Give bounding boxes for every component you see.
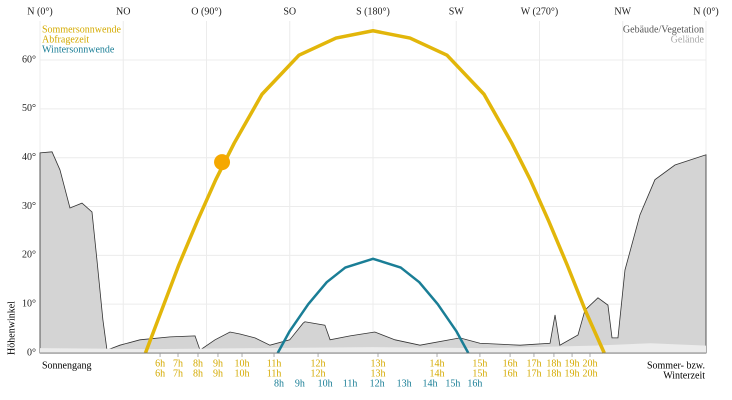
sun-path xyxy=(276,257,470,354)
hour-label: 20h xyxy=(583,368,598,379)
sun-position xyxy=(214,154,231,171)
y-tick-label: 30° xyxy=(22,201,36,212)
hour-label: 12h xyxy=(311,358,326,369)
x-tick-label: O (90°) xyxy=(191,6,221,17)
hour-label: 16h xyxy=(467,378,482,389)
hour-label: 11h xyxy=(343,378,358,389)
legend-entry: Gebäude/Vegetation xyxy=(623,24,704,35)
legend-entry: Sommersonnwende xyxy=(42,24,121,35)
hour-label: 17h xyxy=(526,358,541,369)
hour-label: 14h xyxy=(422,378,437,389)
hour-label: 8h xyxy=(193,368,203,379)
legend-entry: Abfragezeit xyxy=(42,34,89,45)
x-tick-label: W (270°) xyxy=(521,6,558,17)
hour-label: 18h xyxy=(546,368,561,379)
hour-label: 16h xyxy=(503,368,518,379)
hour-label: 9h xyxy=(213,358,223,369)
hour-label: 6h xyxy=(155,358,165,369)
sun-path xyxy=(143,29,606,354)
hour-label: 17h xyxy=(526,368,541,379)
hour-label: 15h xyxy=(472,358,487,369)
y-tick-label: 0° xyxy=(27,347,36,358)
hour-label: 10h xyxy=(318,378,333,389)
hour-label: 14h xyxy=(430,358,445,369)
hour-label: 16h xyxy=(503,358,518,369)
hour-label: 13h xyxy=(370,368,385,379)
legend-entry: Gelände xyxy=(671,34,705,45)
hour-label: 13h xyxy=(397,378,412,389)
hour-label: 11h xyxy=(267,368,282,379)
y-tick-label: 60° xyxy=(22,54,36,65)
x-tick-label: NO xyxy=(116,6,130,17)
hour-label: 6h xyxy=(155,368,165,379)
x-tick-label: NW xyxy=(614,6,631,17)
bottom-right-label: Sommer- bzw. xyxy=(647,360,705,371)
hour-label: 19h xyxy=(565,368,580,379)
hour-label: 8h xyxy=(193,358,203,369)
x-tick-label: N (0°) xyxy=(27,6,52,17)
bottom-left-label: Sonnengang xyxy=(42,360,91,371)
area xyxy=(40,343,706,353)
x-tick-label: SO xyxy=(283,6,296,17)
x-tick-label: N (0°) xyxy=(693,6,718,17)
hour-label: 12h xyxy=(311,368,326,379)
hour-label: 10h xyxy=(235,368,250,379)
hour-label: 9h xyxy=(295,378,305,389)
x-tick-label: S (180°) xyxy=(356,6,390,17)
hour-label: 15h xyxy=(472,368,487,379)
y-tick-label: 20° xyxy=(22,250,36,261)
hour-label: 7h xyxy=(173,358,183,369)
y-tick-label: 50° xyxy=(22,103,36,114)
hour-label: 15h xyxy=(445,378,460,389)
hour-label: 8h xyxy=(274,378,284,389)
hour-label: 18h xyxy=(546,358,561,369)
hour-label: 7h xyxy=(173,368,183,379)
hour-label: 10h xyxy=(235,358,250,369)
legend-entry: Wintersonnwende xyxy=(42,44,115,55)
hour-label: 13h xyxy=(370,358,385,369)
y-axis-label: Höhenwinkel xyxy=(6,301,17,355)
y-tick-label: 40° xyxy=(22,152,36,163)
hour-label: 20h xyxy=(583,358,598,369)
hour-label: 9h xyxy=(213,368,223,379)
hour-label: 14h xyxy=(430,368,445,379)
x-tick-label: SW xyxy=(449,6,465,17)
hour-label: 11h xyxy=(267,358,282,369)
bottom-right-label: Winterzeit xyxy=(663,370,705,381)
area xyxy=(39,151,707,354)
hour-label: 19h xyxy=(565,358,580,369)
y-tick-label: 10° xyxy=(22,298,36,309)
hour-label: 12h xyxy=(370,378,385,389)
